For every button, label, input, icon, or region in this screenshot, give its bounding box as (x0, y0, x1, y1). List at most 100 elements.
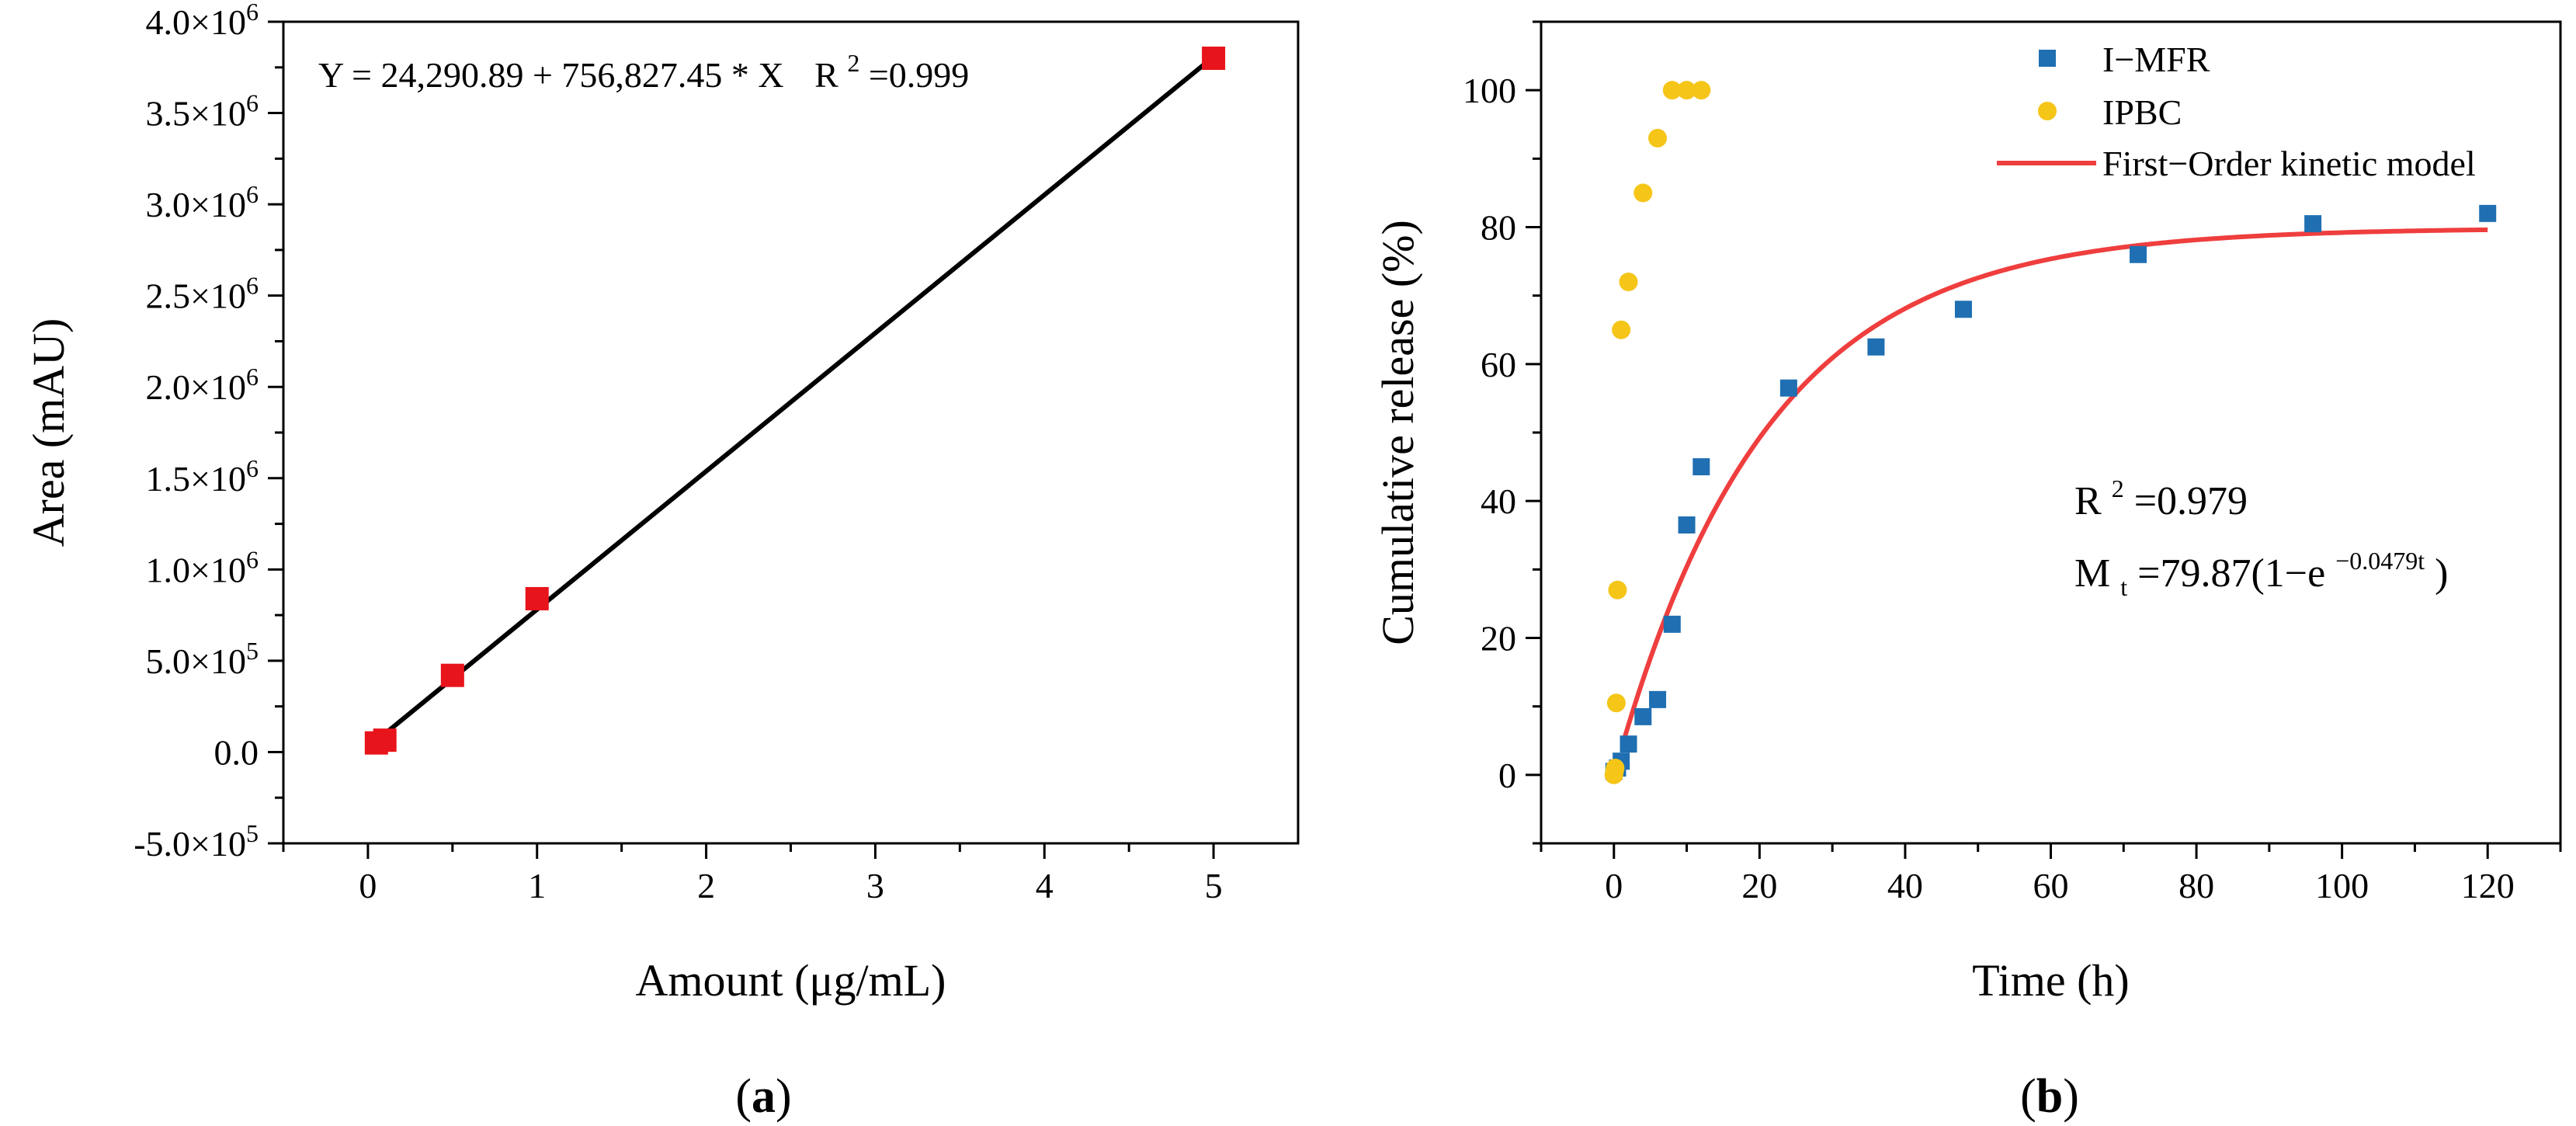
b-r-prefix: R (2074, 479, 2102, 523)
b-point-imfr (2304, 215, 2322, 233)
b-x-tick-label: 20 (1741, 866, 1777, 905)
b-point-ipbc (1633, 183, 1653, 203)
a-y-tick-label: -5.0×105 (134, 819, 259, 864)
b-point-ipbc (1608, 580, 1627, 599)
a-data-point (440, 663, 464, 687)
b-point-imfr (1779, 379, 1797, 397)
a-x-tick-label: 4 (1036, 866, 1054, 905)
a-y-tick-label: 1.5×106 (146, 454, 259, 499)
a-equation-r-sup: 2 (847, 49, 859, 77)
b-y-tick-label: 60 (1481, 345, 1516, 384)
b-x-tick-label: 40 (1887, 866, 1923, 905)
legend-label-ipbc: IPBC (2102, 92, 2182, 132)
a-plot-frame (282, 20, 1300, 845)
a-data-point (525, 586, 549, 610)
a-y-tick-label: 0.0 (214, 732, 259, 772)
b-panel-label-open: ( (2020, 1070, 2036, 1123)
a-x-axis-label: Amount (μg/mL) (636, 955, 946, 1006)
b-point-imfr (1663, 615, 1681, 633)
legend-label-imfr: I−MFR (2102, 40, 2210, 79)
b-fit-line-group (1622, 227, 2488, 738)
b-x-tick-label: 100 (2315, 866, 2369, 905)
panel-a: 0 1 2 3 4 5 -5.0×105 0.0 5.0×105 1.0×106 1.5×106 2.… (23, 0, 1300, 1123)
b-point-imfr (1649, 690, 1667, 708)
b-point-imfr (1634, 707, 1652, 725)
b-r-sup: 2 (2112, 474, 2124, 502)
legend-marker-imfr (2039, 50, 2056, 67)
a-x-tick-label: 2 (697, 866, 715, 905)
a-data-point (1202, 47, 1226, 71)
b-point-ipbc (1606, 693, 1626, 713)
a-y-axis-label: Area (mAU) (23, 318, 74, 547)
b-point-imfr (1954, 301, 1972, 318)
b-panel-label-close: ) (2063, 1070, 2079, 1123)
a-x-tick-label: 3 (866, 866, 884, 905)
a-data-point (373, 728, 397, 752)
b-point-ipbc (1662, 81, 1682, 100)
a-equation: Y = 24,290.89 + 756,827.45 * X R 2 =0.99… (318, 40, 969, 95)
a-y-tick-label: 5.0×105 (146, 637, 259, 681)
b-point-imfr (2479, 204, 2497, 222)
a-fit-line-group (374, 54, 1215, 743)
a-x-tick-label: 5 (1205, 866, 1223, 905)
b-point-imfr (1620, 735, 1637, 753)
b-model-equation: M t =79.87(1−e −0.0479t ) (2074, 534, 2448, 605)
b-points (1604, 81, 2497, 784)
b-panel-label: (b) (2020, 1070, 2079, 1123)
b-x-tick-label: 80 (2178, 866, 2214, 905)
a-x-tick-label: 0 (359, 866, 377, 905)
b-point-imfr (1692, 458, 1710, 476)
a-y-tick-label: 4.0×106 (146, 0, 259, 42)
b-point-ipbc (1648, 128, 1668, 148)
a-panel-label-close: ) (776, 1070, 792, 1123)
a-panel-label-letter: a (752, 1070, 776, 1123)
a-y-tick-label: 3.0×106 (146, 180, 259, 224)
a-panel-label-open: ( (735, 1070, 752, 1123)
b-point-ipbc (1692, 81, 1711, 100)
a-y-tick-label: 3.5×106 (146, 89, 259, 134)
b-model-mid: =79.87(1−e (2137, 551, 2325, 596)
b-x-tick-label: 120 (2461, 866, 2515, 905)
b-y-tick-label: 0 (1498, 756, 1516, 795)
b-y-tick-label: 20 (1481, 619, 1516, 659)
a-x-tick-label: 1 (528, 866, 546, 905)
b-panel-label-letter: b (2036, 1070, 2063, 1123)
a-equation-r-prefix: R (814, 55, 838, 95)
b-x-tick-label: 0 (1605, 866, 1623, 905)
b-x-tick-label: 60 (2033, 866, 2069, 905)
legend-label-fit: First−Order kinetic model (2102, 144, 2476, 183)
a-ticks: 0 1 2 3 4 5 -5.0×105 0.0 5.0×105 1.0×106 1.5×106 2.… (134, 0, 1222, 905)
b-ticks: 0 20 40 60 80 100 120 0 20 40 60 80 100 (1463, 20, 2562, 905)
a-y-tick-label: 2.5×106 (146, 272, 259, 316)
b-fit-curve (1622, 227, 2488, 738)
b-point-ipbc (1677, 81, 1696, 100)
b-r-squared: R 2 =0.979 (2074, 462, 2248, 523)
b-plot-frame (1540, 20, 2562, 845)
b-y-axis-label: Cumulative release (%) (1373, 220, 1423, 645)
b-point-imfr (2130, 245, 2147, 263)
b-r-value: =0.979 (2134, 479, 2248, 523)
b-model-sub: t (2120, 573, 2127, 601)
a-points (364, 47, 1226, 755)
a-y-tick-label: 1.0×106 (146, 545, 259, 589)
b-point-ipbc (1612, 320, 1631, 339)
b-y-tick-label: 40 (1481, 481, 1516, 521)
a-panel-label: (a) (735, 1070, 791, 1123)
b-point-imfr (1867, 338, 1885, 356)
b-point-ipbc (1619, 273, 1638, 292)
a-fit-line (374, 54, 1215, 743)
b-model-prefix: M (2074, 551, 2110, 596)
b-y-tick-label: 100 (1463, 71, 1516, 110)
legend-marker-ipbc (2038, 102, 2057, 120)
b-point-ipbc (1606, 759, 1625, 778)
a-equation-main: Y = 24,290.89 + 756,827.45 * X (318, 55, 784, 95)
b-model-suffix: ) (2435, 551, 2448, 596)
b-model-sup: −0.0479t (2335, 547, 2425, 575)
b-x-axis-label: Time (h) (1972, 955, 2130, 1006)
a-equation-r-value: =0.999 (869, 55, 969, 95)
b-y-tick-label: 80 (1481, 208, 1516, 248)
b-legend: I−MFR IPBC First−Order kinetic model (1997, 40, 2476, 183)
panel-b: 0 20 40 60 80 100 120 0 20 40 60 80 100 I−MFR IPBC F… (1373, 20, 2562, 1123)
b-point-imfr (1678, 516, 1696, 534)
